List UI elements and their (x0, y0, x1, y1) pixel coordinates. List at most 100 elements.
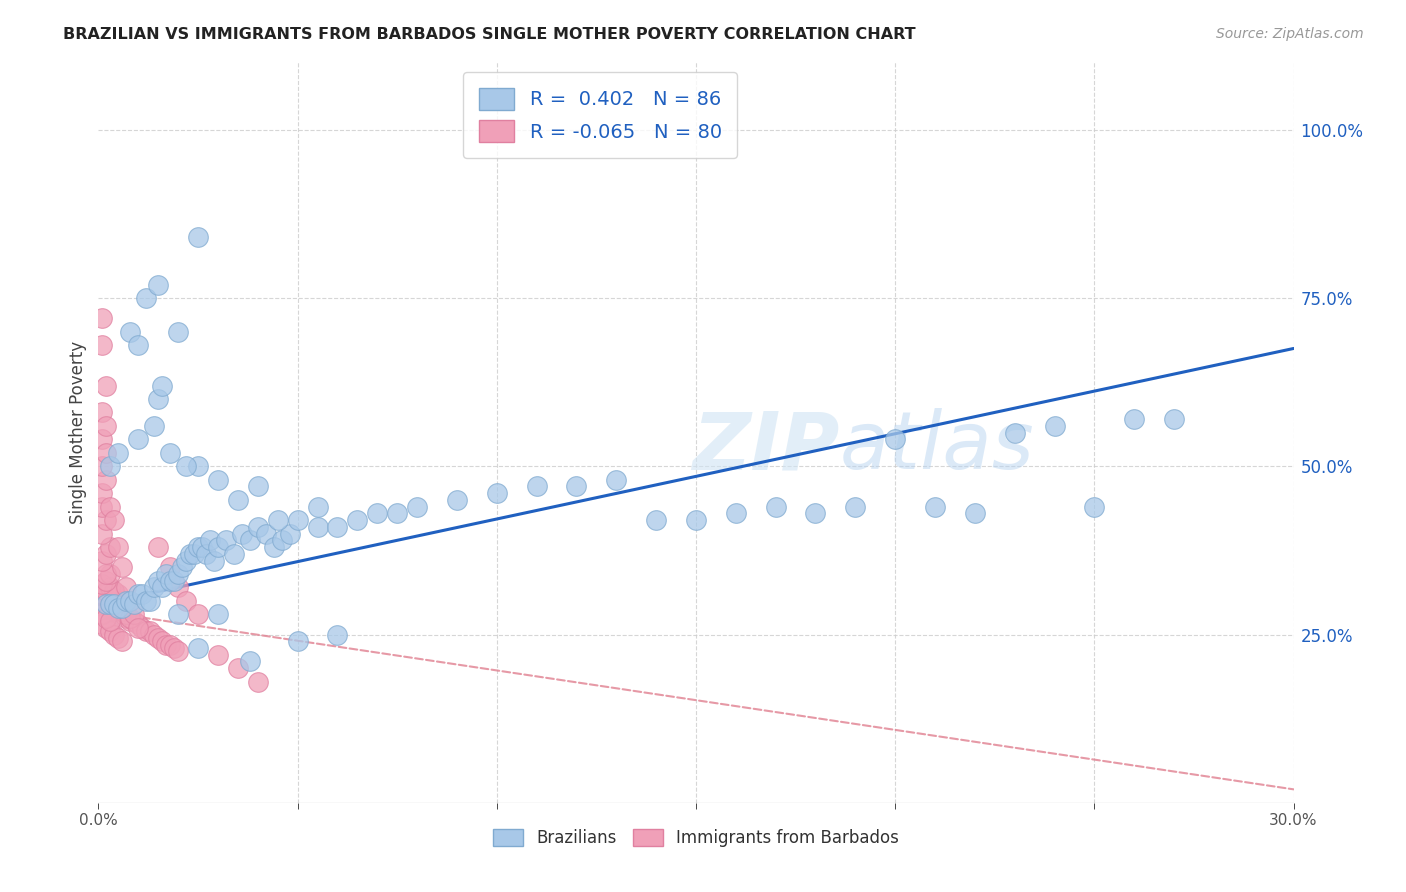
Point (127, 621, 149, 635)
Point (174, 459, 197, 474)
Point (96, 513, 118, 527)
Point (96, 473, 118, 487)
Point (167, 325, 190, 339)
Point (91, 597, 114, 611)
Point (91, 587, 114, 601)
Point (187, 540, 209, 554)
Point (366, 507, 388, 521)
Point (202, 553, 225, 567)
Point (120, 325, 142, 339)
Point (263, 540, 285, 554)
Point (131, 621, 153, 635)
Point (96, 574, 118, 588)
Point (198, 533, 221, 548)
Point (326, 520, 349, 534)
Legend: Brazilians, Immigrants from Barbados: Brazilians, Immigrants from Barbados (486, 822, 905, 854)
Point (120, 614, 142, 628)
Point (111, 634, 134, 648)
Point (226, 661, 249, 675)
Point (91, 459, 114, 474)
Point (150, 634, 173, 648)
Point (135, 624, 157, 639)
Point (148, 540, 170, 554)
Point (187, 607, 209, 622)
Point (446, 492, 468, 507)
Point (107, 587, 129, 601)
Point (98, 540, 122, 554)
Point (172, 560, 194, 574)
Point (107, 631, 129, 645)
Point (98, 583, 122, 598)
Point (884, 433, 907, 447)
Point (924, 500, 946, 514)
Point (98, 597, 122, 611)
Point (103, 597, 125, 611)
Point (111, 604, 134, 618)
Point (215, 533, 238, 548)
Point (91, 311, 114, 326)
Point (385, 507, 409, 521)
Point (1083, 500, 1105, 514)
Point (103, 604, 125, 618)
Point (143, 627, 166, 641)
Point (96, 418, 118, 433)
Point (246, 674, 269, 689)
Point (167, 581, 190, 595)
Point (406, 500, 429, 514)
Point (239, 655, 262, 669)
Point (111, 594, 134, 608)
Point (124, 614, 146, 628)
Point (127, 338, 149, 352)
Point (1163, 412, 1185, 426)
Point (124, 607, 146, 622)
Point (107, 540, 129, 554)
Point (179, 547, 201, 561)
Point (103, 597, 125, 611)
Point (139, 594, 162, 608)
Point (207, 540, 229, 554)
Point (143, 418, 166, 433)
Point (307, 520, 329, 534)
Point (685, 513, 707, 527)
Point (98, 600, 122, 615)
Point (91, 526, 114, 541)
Point (246, 479, 269, 493)
Point (107, 600, 129, 615)
Text: BRAZILIAN VS IMMIGRANTS FROM BARBADOS SINGLE MOTHER POVERTY CORRELATION CHART: BRAZILIAN VS IMMIGRANTS FROM BARBADOS SI… (63, 27, 915, 42)
Point (187, 230, 209, 244)
Point (163, 574, 186, 588)
Point (96, 547, 118, 561)
Text: atlas: atlas (839, 409, 1035, 486)
Point (115, 581, 138, 595)
Text: ZIP: ZIP (692, 409, 839, 486)
Point (96, 621, 118, 635)
Point (148, 574, 170, 588)
Point (124, 597, 146, 611)
Point (115, 594, 138, 608)
Point (246, 520, 269, 534)
Point (103, 587, 125, 601)
Point (91, 486, 114, 500)
Point (150, 581, 173, 595)
Point (148, 277, 170, 292)
Point (135, 291, 157, 305)
Point (183, 547, 205, 561)
Point (103, 583, 125, 598)
Point (765, 500, 787, 514)
Point (96, 591, 118, 605)
Point (120, 594, 142, 608)
Point (111, 560, 134, 574)
Point (605, 473, 627, 487)
Point (98, 500, 122, 514)
Point (804, 507, 827, 521)
Point (187, 640, 209, 655)
Point (167, 644, 190, 658)
Point (287, 513, 309, 527)
Point (91, 607, 114, 622)
Point (91, 617, 114, 632)
Point (174, 594, 197, 608)
Point (148, 392, 170, 406)
Point (159, 638, 181, 652)
Point (195, 547, 218, 561)
Point (91, 338, 114, 352)
